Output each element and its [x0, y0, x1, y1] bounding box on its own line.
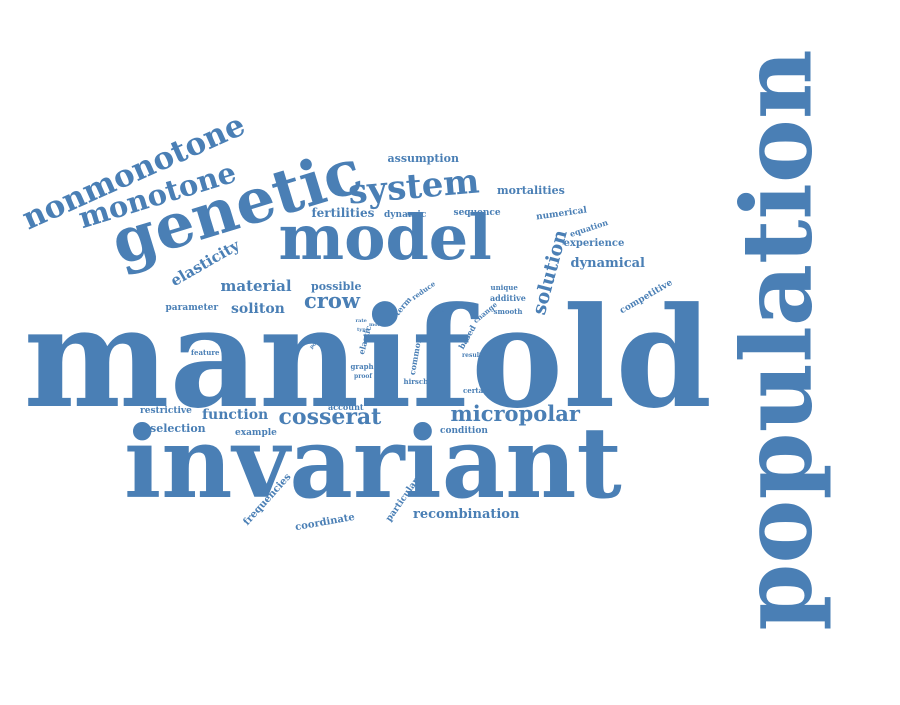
word-function: function — [202, 407, 269, 423]
word-unique: unique — [490, 282, 518, 292]
word-restrictive: restrictive — [140, 405, 192, 416]
word-system: system — [346, 161, 481, 213]
word-rate: rate — [355, 317, 367, 324]
word-numerical: numerical — [534, 204, 588, 223]
word-example: example — [235, 427, 277, 438]
word-sequence: sequence — [453, 207, 501, 218]
word-fertilities: fertilities — [311, 206, 375, 220]
word-parameter: parameter — [165, 302, 219, 313]
word-manifold: manifold — [23, 276, 713, 439]
word-mortalities: mortalities — [497, 183, 565, 197]
word-crow: crow — [304, 287, 360, 313]
word-micropolar: micropolar — [450, 400, 580, 426]
word-selection: selection — [150, 421, 206, 435]
word-smooth: smooth — [493, 306, 523, 316]
word-result: result — [462, 352, 482, 359]
word-cosserat: cosserat — [278, 404, 382, 430]
word-invariant: invariant — [124, 406, 622, 521]
word-population: population — [720, 49, 834, 631]
word-model: model — [278, 201, 492, 274]
word-material: material — [220, 276, 292, 295]
word-graph: graph — [350, 361, 374, 371]
word-feature: feature — [191, 347, 220, 357]
word-additive: additive — [490, 293, 526, 303]
word-certain: certain — [463, 385, 491, 395]
word-proof: proof — [354, 373, 372, 380]
word-account: account — [328, 402, 364, 412]
word-experience: experience — [563, 238, 625, 249]
word-possible: possible — [311, 279, 362, 293]
word-soliton: soliton — [231, 301, 285, 317]
word-condition: condition — [440, 425, 488, 436]
word-more: more — [369, 321, 384, 328]
word-type: type — [357, 326, 369, 333]
word-dynamic: dynamic — [384, 209, 427, 220]
word-recombination: recombination — [413, 506, 520, 522]
word-dynamical: dynamical — [570, 255, 646, 271]
word-hirsch: hirsch — [403, 376, 429, 386]
word-equation: equation — [568, 217, 610, 239]
word-assumption: assumption — [387, 151, 459, 165]
